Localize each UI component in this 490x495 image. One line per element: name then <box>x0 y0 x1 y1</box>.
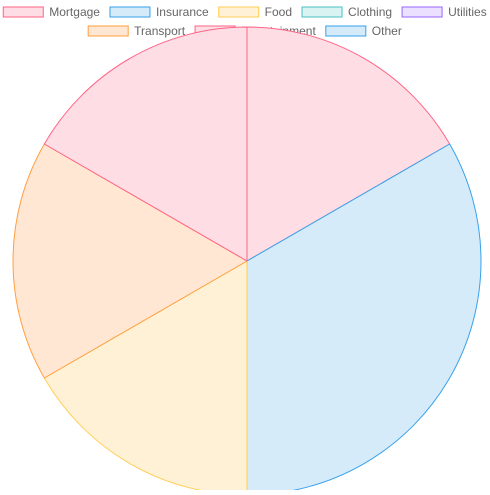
legend-label-other: Other <box>372 24 402 38</box>
legend-item-insurance[interactable]: Insurance <box>109 5 209 19</box>
legend-item-utilities[interactable]: Utilities <box>401 5 487 19</box>
legend-item-mortgage[interactable]: Mortgage <box>2 5 100 19</box>
pie-slice-mortgage[interactable] <box>246 26 451 262</box>
pie-slice-transport[interactable] <box>12 143 248 379</box>
pie-slice-entertainment[interactable] <box>43 26 248 262</box>
legend-item-other[interactable]: Other <box>325 24 402 38</box>
legend-label-transport: Transport <box>134 24 186 38</box>
legend-item-clothing[interactable]: Clothing <box>301 5 392 19</box>
legend-item-food[interactable]: Food <box>218 5 292 19</box>
legend-swatch-mortgage <box>2 6 44 18</box>
legend-swatch-insurance <box>109 6 151 18</box>
legend-label-utilities: Utilities <box>448 5 487 19</box>
legend-swatch-clothing <box>301 6 343 18</box>
legend-label-mortgage: Mortgage <box>49 5 100 19</box>
legend-swatch-other <box>325 25 367 37</box>
legend-swatch-transport <box>87 25 129 37</box>
legend-label-clothing: Clothing <box>348 5 392 19</box>
pie-slices <box>12 26 482 495</box>
legend-swatch-food <box>218 6 260 18</box>
legend-swatch-utilities <box>401 6 443 18</box>
legend-label-food: Food <box>265 5 292 19</box>
legend-label-insurance: Insurance <box>156 5 209 19</box>
pie-slice-insurance[interactable] <box>246 143 482 495</box>
legend-item-transport[interactable]: Transport <box>87 24 186 38</box>
